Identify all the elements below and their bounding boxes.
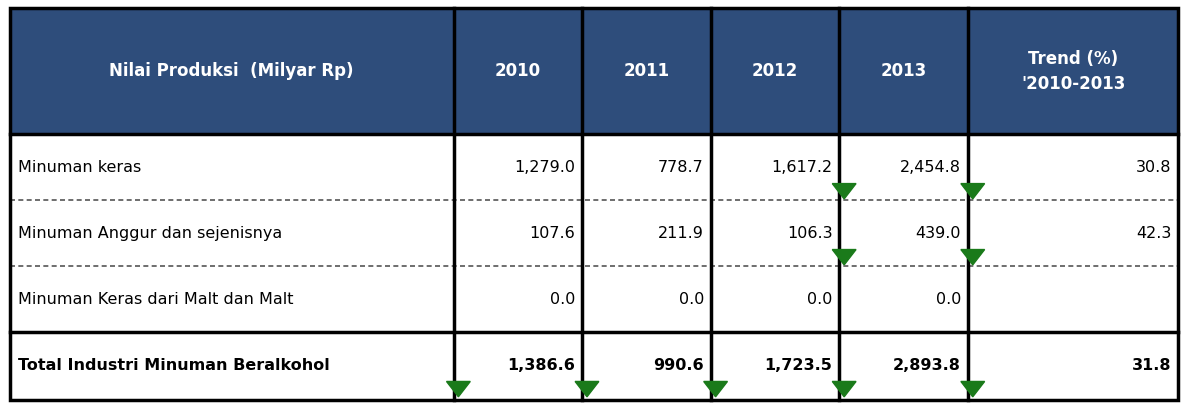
Text: 211.9: 211.9 [658,225,703,241]
Text: 0.0: 0.0 [678,292,703,307]
Text: 42.3: 42.3 [1136,225,1171,241]
Text: 0.0: 0.0 [936,292,961,307]
Text: Minuman Anggur dan sejenisnya: Minuman Anggur dan sejenisnya [18,225,282,241]
Text: 106.3: 106.3 [786,225,833,241]
Polygon shape [961,250,985,265]
Bar [10,134,1178,200]
Text: 107.6: 107.6 [530,225,575,241]
Bar [10,200,1178,266]
Text: Nilai Produksi  (Milyar Rp): Nilai Produksi (Milyar Rp) [109,62,354,80]
Text: 1,279.0: 1,279.0 [514,160,575,175]
Polygon shape [961,183,985,199]
Text: 778.7: 778.7 [658,160,703,175]
Polygon shape [961,381,985,397]
Text: 990.6: 990.6 [653,358,703,372]
Polygon shape [833,381,857,397]
Bar [10,8,1178,134]
Text: 0.0: 0.0 [807,292,833,307]
Text: 2011: 2011 [624,62,670,80]
Text: 2012: 2012 [752,62,798,80]
Bar [10,332,1178,398]
Text: 439.0: 439.0 [916,225,961,241]
Polygon shape [703,381,727,397]
Text: 2,893.8: 2,893.8 [893,358,961,372]
Text: 1,617.2: 1,617.2 [771,160,833,175]
Text: 2013: 2013 [880,62,927,80]
Polygon shape [833,250,857,265]
Text: 1,723.5: 1,723.5 [765,358,833,372]
Text: Trend (%)
'2010-2013: Trend (%) '2010-2013 [1022,50,1125,93]
Text: 31.8: 31.8 [1132,358,1171,372]
Text: 1,386.6: 1,386.6 [507,358,575,372]
Text: 2010: 2010 [495,62,541,80]
Text: 2,454.8: 2,454.8 [901,160,961,175]
Polygon shape [447,381,470,397]
Bar [10,266,1178,332]
Text: Total Industri Minuman Beralkohol: Total Industri Minuman Beralkohol [18,358,329,372]
Text: Minuman keras: Minuman keras [18,160,141,175]
Polygon shape [575,381,599,397]
Text: Minuman Keras dari Malt dan Malt: Minuman Keras dari Malt dan Malt [18,292,293,307]
Text: 30.8: 30.8 [1136,160,1171,175]
Text: 0.0: 0.0 [550,292,575,307]
Polygon shape [833,183,857,199]
